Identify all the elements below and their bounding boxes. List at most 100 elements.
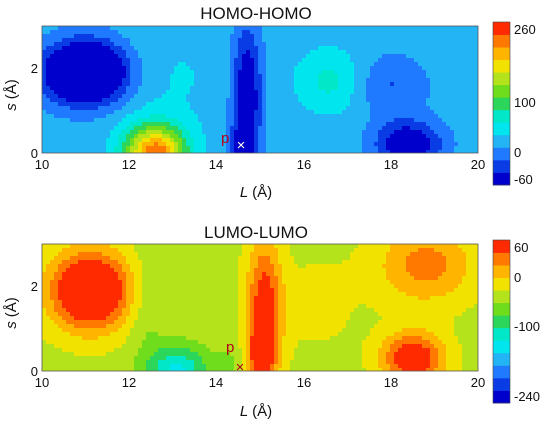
contour-cell: [166, 284, 171, 289]
contour-cell: [310, 98, 315, 103]
contour-cell: [162, 94, 167, 99]
contour-cell: [366, 54, 371, 59]
contour-cell: [134, 62, 139, 67]
contour-cell: [350, 142, 355, 147]
contour-cell: [98, 70, 103, 75]
contour-cell: [138, 102, 143, 107]
contour-cell: [382, 244, 387, 249]
contour-cell: [278, 78, 283, 83]
contour-cell: [242, 256, 247, 261]
contour-cell: [386, 288, 391, 293]
contour-cell: [330, 106, 335, 111]
contour-cell: [254, 268, 259, 273]
contour-cell: [314, 256, 319, 261]
contour-cell: [118, 138, 123, 143]
contour-cell: [266, 102, 271, 107]
contour-cell: [114, 252, 119, 257]
contour-cell: [70, 62, 75, 67]
contour-cell: [318, 34, 323, 39]
contour-cell: [130, 280, 135, 285]
contour-cell: [122, 106, 127, 111]
contour-cell: [262, 78, 267, 83]
contour-cell: [474, 34, 478, 39]
contour-cell: [110, 252, 115, 257]
contour-cell: [434, 86, 439, 91]
contour-cell: [306, 54, 311, 59]
contour-cell: [346, 78, 351, 83]
contour-cell: [234, 54, 239, 59]
contour-cell: [438, 54, 443, 59]
contour-cell: [450, 118, 455, 123]
contour-cell: [470, 82, 475, 87]
contour-cell: [358, 272, 363, 277]
contour-cell: [86, 134, 91, 139]
contour-cell: [366, 30, 371, 35]
contour-cell: [334, 46, 339, 51]
contour-cell: [170, 46, 175, 51]
contour-cell: [86, 38, 91, 43]
contour-cell: [406, 34, 411, 39]
contour-cell: [294, 146, 299, 151]
contour-cell: [186, 142, 191, 147]
contour-cell: [242, 58, 247, 63]
contour-cell: [242, 284, 247, 289]
contour-cell: [146, 260, 151, 265]
contour-cell: [390, 62, 395, 67]
contour-cell: [198, 86, 203, 91]
contour-cell: [194, 78, 199, 83]
contour-cell: [106, 248, 111, 253]
contour-cell: [138, 110, 143, 115]
contour-cell: [174, 280, 179, 285]
contour-cell: [146, 26, 151, 31]
contour-cell: [122, 34, 127, 39]
contour-cell: [174, 284, 179, 289]
contour-cell: [342, 134, 347, 139]
contour-cell: [326, 42, 331, 47]
contour-cell: [162, 252, 167, 257]
contour-cell: [370, 62, 375, 67]
contour-cell: [314, 94, 319, 99]
contour-cell: [322, 146, 327, 151]
contour-cell: [130, 260, 135, 265]
contour-cell: [358, 74, 363, 79]
contour-cell: [302, 248, 307, 253]
contour-cell: [146, 126, 151, 131]
contour-cell: [50, 146, 55, 151]
contour-cell: [382, 264, 387, 269]
contour-cell: [406, 54, 411, 59]
contour-cell: [138, 46, 143, 51]
contour-cell: [122, 138, 127, 143]
contour-cell: [134, 244, 139, 249]
contour-cell: [178, 74, 183, 79]
contour-cell: [54, 50, 59, 55]
contour-cell: [102, 256, 107, 261]
contour-cell: [422, 138, 427, 143]
contour-cell: [230, 50, 235, 55]
contour-cell: [282, 284, 287, 289]
contour-cell: [374, 46, 379, 51]
contour-cell: [82, 86, 87, 91]
contour-cell: [270, 70, 275, 75]
contour-cell: [162, 34, 167, 39]
contour-cell: [414, 70, 419, 75]
chart-title: LUMO-LUMO: [204, 223, 308, 242]
contour-cell: [42, 114, 47, 119]
contour-cell: [334, 248, 339, 253]
contour-cell: [458, 260, 463, 265]
contour-cell: [230, 280, 235, 285]
chart-title: HOMO-HOMO: [200, 4, 311, 23]
contour-cell: [282, 74, 287, 79]
contour-cell: [74, 130, 79, 135]
contour-cell: [158, 264, 163, 269]
contour-cell: [182, 46, 187, 51]
contour-cell: [50, 42, 55, 47]
contour-cell: [138, 256, 143, 261]
colorbar: [492, 21, 511, 186]
contour-cell: [166, 272, 171, 277]
contour-cell: [322, 50, 327, 55]
contour-cell: [186, 134, 191, 139]
contour-cell: [166, 94, 171, 99]
contour-cell: [390, 142, 395, 147]
contour-cell: [46, 42, 51, 47]
contour-cell: [434, 106, 439, 111]
